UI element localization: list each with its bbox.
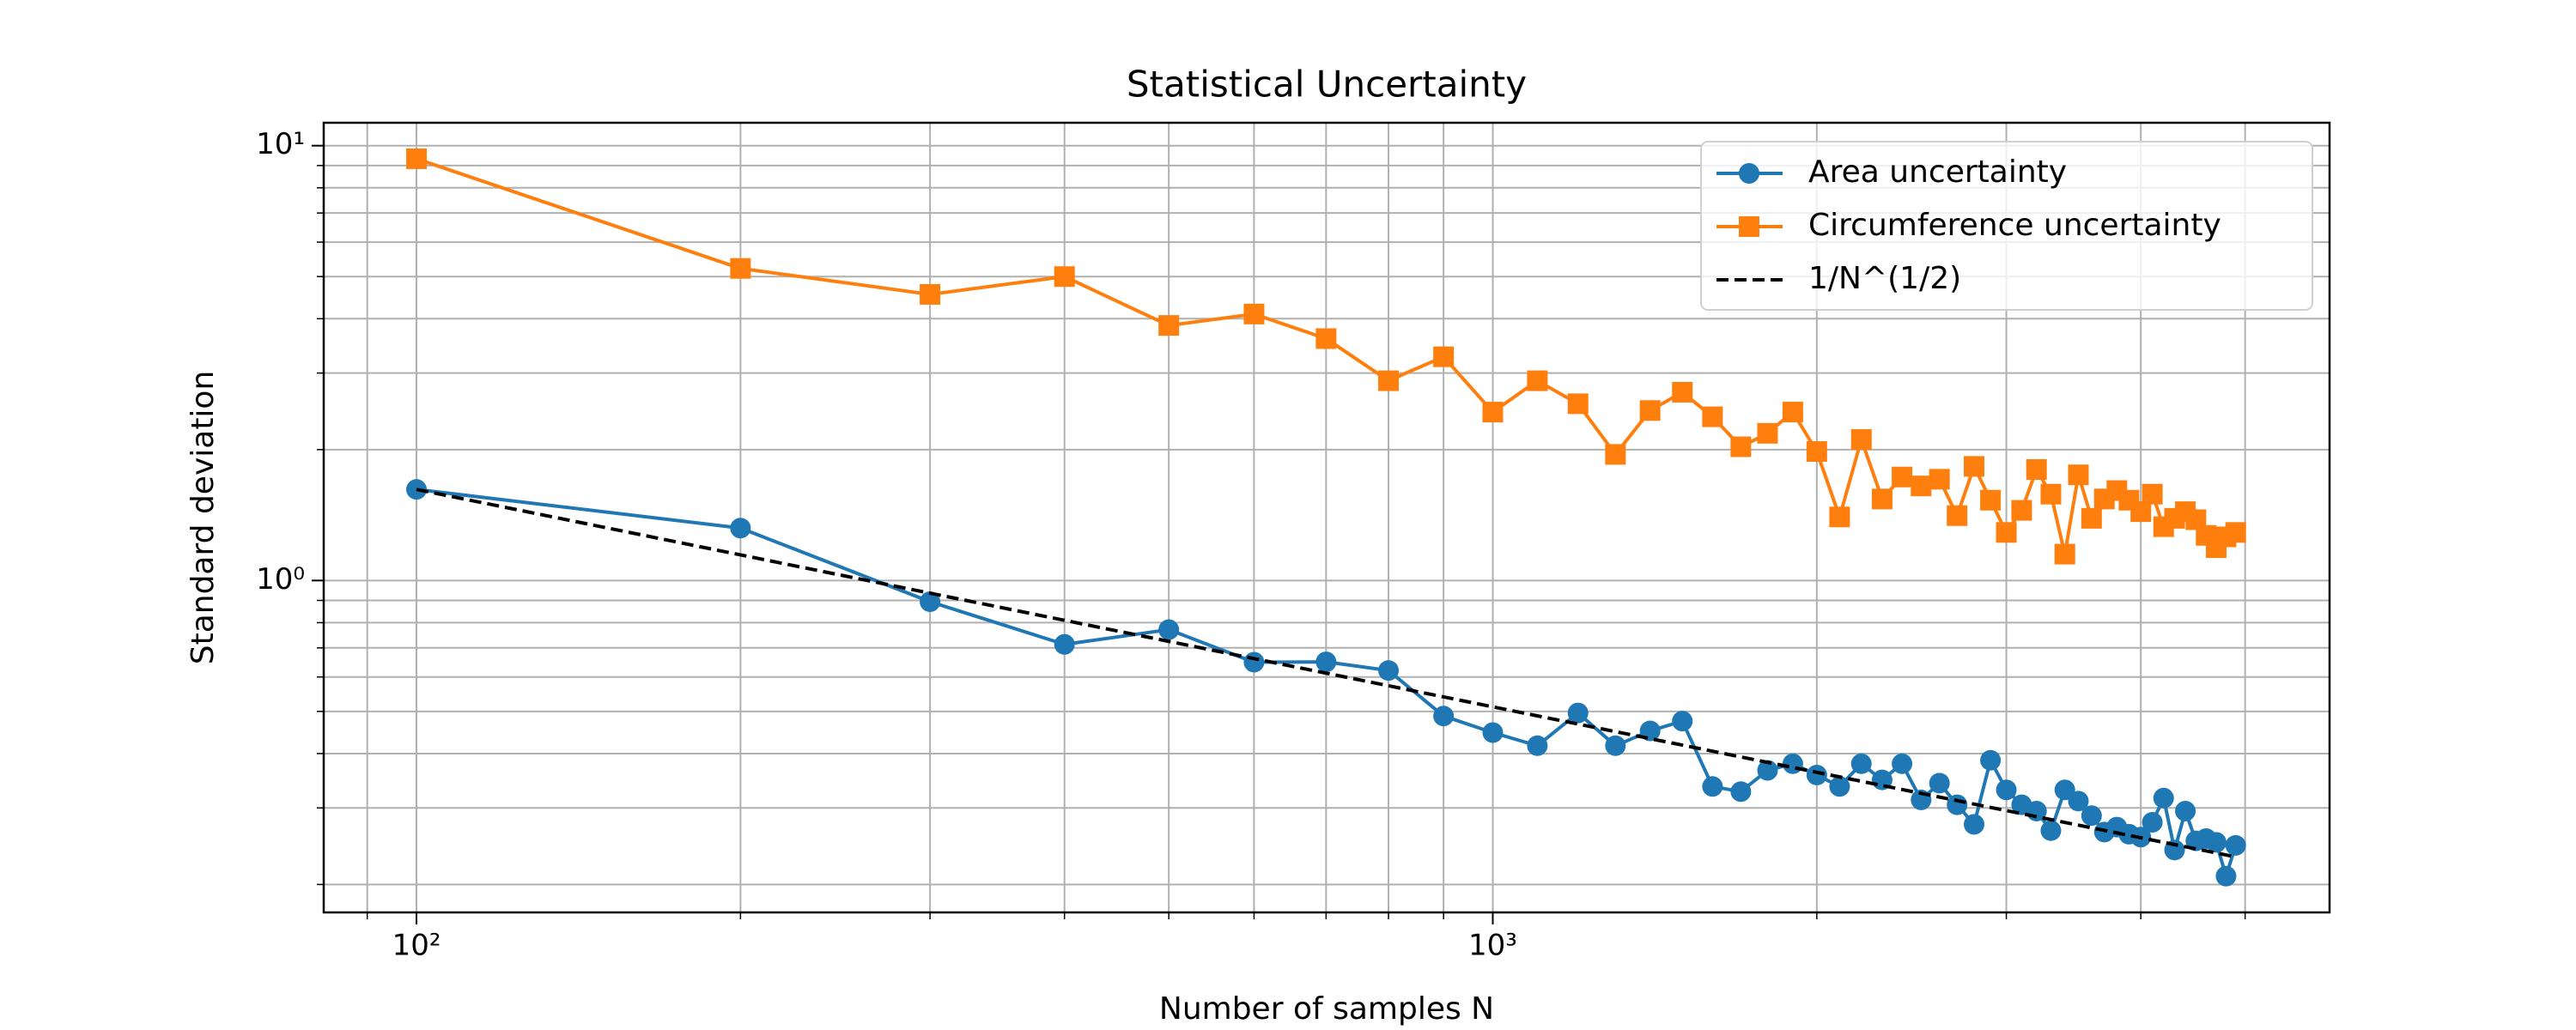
data-point bbox=[1829, 506, 1850, 528]
data-point bbox=[1433, 706, 1455, 727]
y-axis-label: Standard deviation bbox=[185, 371, 221, 665]
data-point bbox=[1757, 760, 1778, 781]
data-point bbox=[2054, 543, 2075, 565]
data-point bbox=[2026, 459, 2047, 481]
legend-marker bbox=[1739, 163, 1759, 184]
data-point bbox=[1871, 488, 1893, 510]
data-point bbox=[1730, 781, 1752, 803]
legend-box bbox=[1700, 141, 2313, 311]
legend-label: Circumference uncertainty bbox=[1808, 208, 2221, 243]
data-point bbox=[1482, 722, 1504, 743]
data-point bbox=[1850, 429, 1872, 451]
legend-label: Area uncertainty bbox=[1808, 154, 2067, 190]
data-point bbox=[1806, 764, 1827, 785]
data-point bbox=[1158, 619, 1180, 640]
data-point bbox=[1730, 436, 1752, 457]
data-point bbox=[2175, 800, 2196, 821]
data-point bbox=[2068, 791, 2089, 812]
data-point bbox=[2153, 787, 2174, 809]
data-point bbox=[1996, 779, 2017, 801]
data-point bbox=[1243, 651, 1265, 673]
data-point bbox=[2040, 483, 2062, 505]
data-point bbox=[1605, 444, 1626, 465]
data-point bbox=[1527, 370, 1548, 391]
data-point bbox=[1892, 753, 1913, 774]
data-point bbox=[920, 591, 941, 612]
data-point bbox=[2081, 805, 2102, 827]
data-point bbox=[1702, 406, 1723, 427]
data-point bbox=[730, 258, 751, 279]
data-point bbox=[1243, 303, 1265, 324]
data-point bbox=[1672, 381, 1693, 403]
data-point bbox=[2215, 865, 2237, 887]
data-point bbox=[1996, 522, 2017, 543]
data-point bbox=[2040, 820, 2062, 841]
x-tick-label: 10³ bbox=[1468, 929, 1517, 963]
data-point bbox=[1315, 328, 1337, 349]
data-point bbox=[2068, 464, 2089, 486]
data-point bbox=[1567, 393, 1589, 415]
data-point bbox=[1702, 776, 1723, 797]
data-point bbox=[2130, 501, 2152, 523]
legend-marker bbox=[1739, 216, 1759, 237]
data-point bbox=[2142, 811, 2163, 833]
legend-label: 1/N^(1/2) bbox=[1808, 261, 1961, 296]
data-point bbox=[1911, 476, 1932, 497]
data-point bbox=[1315, 651, 1337, 673]
chart-title: Statistical Uncertainty bbox=[1127, 64, 1527, 106]
data-point bbox=[1433, 346, 1455, 367]
data-point bbox=[1158, 315, 1180, 336]
data-point bbox=[2205, 832, 2227, 853]
data-point bbox=[1782, 402, 1803, 423]
data-point bbox=[1605, 735, 1626, 756]
data-point bbox=[2225, 522, 2246, 543]
x-tick-label: 10² bbox=[392, 929, 441, 963]
data-point bbox=[1806, 441, 1827, 463]
legend: Area uncertainty Circumference uncertaint… bbox=[1700, 141, 2313, 311]
data-point bbox=[1964, 456, 1985, 477]
series-line bbox=[416, 488, 2237, 859]
data-point bbox=[1482, 402, 1504, 423]
data-point bbox=[1964, 814, 1985, 835]
data-point bbox=[1054, 633, 1075, 655]
data-point bbox=[2225, 834, 2246, 856]
data-point bbox=[1947, 505, 1968, 526]
plot-frame bbox=[322, 121, 2331, 914]
data-point bbox=[1980, 489, 2002, 511]
data-point bbox=[1947, 794, 1968, 815]
data-point bbox=[1672, 711, 1693, 732]
data-point bbox=[1829, 776, 1850, 797]
data-point bbox=[1757, 422, 1778, 444]
y-tick-label: 10⁰ bbox=[256, 562, 305, 597]
data-point bbox=[406, 148, 428, 169]
data-point bbox=[730, 518, 751, 539]
data-point bbox=[1378, 370, 1400, 391]
data-point bbox=[1054, 266, 1075, 288]
data-point bbox=[1892, 466, 1913, 488]
data-point bbox=[2142, 483, 2163, 505]
y-tick-label: 10¹ bbox=[256, 127, 305, 161]
data-point bbox=[1639, 400, 1661, 421]
data-point bbox=[2054, 779, 2075, 801]
data-point bbox=[1850, 753, 1872, 774]
data-point bbox=[1980, 749, 2002, 771]
data-point bbox=[2081, 507, 2102, 529]
data-point bbox=[2011, 500, 2032, 521]
data-point bbox=[1527, 735, 1548, 756]
data-point bbox=[1929, 469, 1950, 490]
x-axis-label: Number of samples N bbox=[1159, 991, 1494, 1027]
data-point bbox=[920, 283, 941, 305]
data-point bbox=[1378, 660, 1400, 682]
data-point bbox=[1567, 702, 1589, 724]
data-point bbox=[1782, 753, 1803, 774]
data-point bbox=[1929, 772, 1950, 794]
